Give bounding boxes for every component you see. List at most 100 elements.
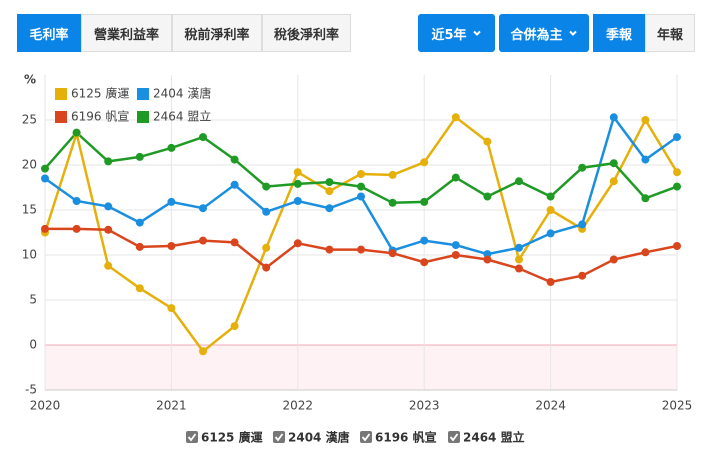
legend-label: 2404 漢唐 bbox=[288, 430, 350, 445]
data-point bbox=[262, 243, 271, 252]
data-point bbox=[609, 255, 618, 264]
data-point bbox=[104, 261, 113, 270]
data-point bbox=[451, 251, 460, 259]
legend-label: 6196 帆宣 bbox=[71, 109, 129, 124]
x-tick-label: 2024 bbox=[535, 399, 566, 413]
quarterly-button[interactable]: 季報 bbox=[593, 14, 645, 52]
tab[interactable]: 稅後淨利率 bbox=[262, 14, 351, 52]
period-dropdown[interactable]: 近5年 bbox=[418, 14, 495, 52]
x-tick-label: 2020 bbox=[30, 399, 61, 413]
dropdown-label: 合併為主 bbox=[510, 27, 563, 43]
data-point bbox=[135, 284, 144, 293]
checkbox bbox=[448, 431, 460, 443]
legend-label: 6196 帆宣 bbox=[375, 430, 437, 445]
data-point bbox=[293, 239, 302, 248]
data-point bbox=[357, 170, 365, 178]
data-point bbox=[41, 164, 49, 173]
data-point bbox=[641, 155, 650, 164]
data-point bbox=[135, 218, 144, 227]
checkmark bbox=[274, 433, 284, 442]
data-point bbox=[546, 278, 555, 286]
data-point bbox=[388, 170, 397, 179]
data-point bbox=[262, 263, 271, 272]
data-point bbox=[357, 182, 365, 191]
legend-label: 2464 盟立 bbox=[153, 109, 211, 124]
tab[interactable]: 營業利益率 bbox=[81, 14, 172, 52]
data-point bbox=[673, 133, 681, 142]
data-point bbox=[609, 159, 618, 168]
negative-region bbox=[45, 345, 677, 390]
data-point bbox=[483, 137, 492, 146]
legend-label: 6125 廣運 bbox=[71, 87, 129, 101]
data-point bbox=[293, 168, 302, 177]
data-point bbox=[546, 206, 555, 214]
data-point bbox=[135, 152, 144, 161]
data-point bbox=[546, 229, 555, 238]
dropdown-label: 近5年 bbox=[431, 27, 467, 43]
data-point bbox=[199, 347, 207, 356]
data-point bbox=[199, 133, 207, 142]
scope-dropdown[interactable]: 合併為主 bbox=[499, 14, 589, 52]
data-point bbox=[641, 116, 650, 124]
data-point bbox=[357, 192, 365, 201]
data-point bbox=[641, 194, 650, 203]
data-point bbox=[199, 236, 207, 245]
data-point bbox=[104, 157, 113, 166]
data-point bbox=[420, 258, 429, 267]
legend-swatch bbox=[55, 88, 67, 100]
checkmark bbox=[449, 433, 459, 442]
data-point bbox=[167, 242, 176, 250]
data-point bbox=[293, 179, 302, 188]
data-point bbox=[420, 158, 429, 167]
data-point bbox=[72, 197, 81, 205]
data-point bbox=[420, 236, 429, 245]
data-point bbox=[262, 207, 271, 216]
legend-swatch bbox=[137, 88, 149, 100]
tab[interactable]: 毛利率 bbox=[17, 14, 81, 52]
legend-toggle[interactable]: 2464 盟立 bbox=[448, 430, 525, 445]
data-point bbox=[451, 241, 460, 250]
data-point bbox=[104, 202, 113, 211]
data-point bbox=[388, 198, 397, 207]
data-point bbox=[515, 255, 523, 264]
legend-toggle[interactable]: 2404 漢唐 bbox=[273, 430, 350, 445]
legend-label: 2404 漢唐 bbox=[153, 86, 211, 101]
data-point bbox=[167, 143, 176, 152]
data-point bbox=[515, 177, 523, 186]
data-point bbox=[451, 113, 460, 122]
data-point bbox=[262, 182, 271, 191]
legend-toggle[interactable]: 6196 帆宣 bbox=[360, 430, 437, 445]
data-point bbox=[41, 174, 49, 183]
legend-swatch bbox=[55, 111, 67, 123]
data-point bbox=[483, 192, 492, 201]
data-point bbox=[483, 255, 492, 264]
checkbox bbox=[360, 431, 372, 443]
annual-button[interactable]: 年報 bbox=[645, 14, 695, 52]
data-point bbox=[135, 242, 144, 251]
data-point bbox=[578, 163, 587, 172]
checkmark bbox=[361, 433, 371, 442]
data-point bbox=[293, 197, 302, 205]
data-point bbox=[515, 264, 523, 273]
data-point bbox=[673, 242, 681, 250]
data-point bbox=[673, 168, 681, 177]
data-point bbox=[72, 128, 81, 137]
data-point bbox=[325, 187, 334, 196]
data-point bbox=[230, 322, 239, 331]
data-point bbox=[451, 173, 460, 182]
legend-label: 2464 盟立 bbox=[463, 430, 525, 445]
data-point bbox=[199, 204, 207, 213]
x-tick-label: 2023 bbox=[409, 399, 440, 413]
data-point bbox=[230, 155, 239, 164]
y-axis-label: % bbox=[24, 73, 36, 87]
data-point bbox=[325, 178, 334, 187]
data-point bbox=[388, 249, 397, 258]
checkmark bbox=[187, 433, 197, 442]
tab[interactable]: 稅前淨利率 bbox=[172, 14, 262, 52]
data-point bbox=[104, 225, 113, 234]
y-tick-label: 0 bbox=[29, 338, 37, 352]
legend-swatch bbox=[137, 111, 149, 123]
legend-toggle[interactable]: 6125 廣運 bbox=[186, 430, 263, 445]
